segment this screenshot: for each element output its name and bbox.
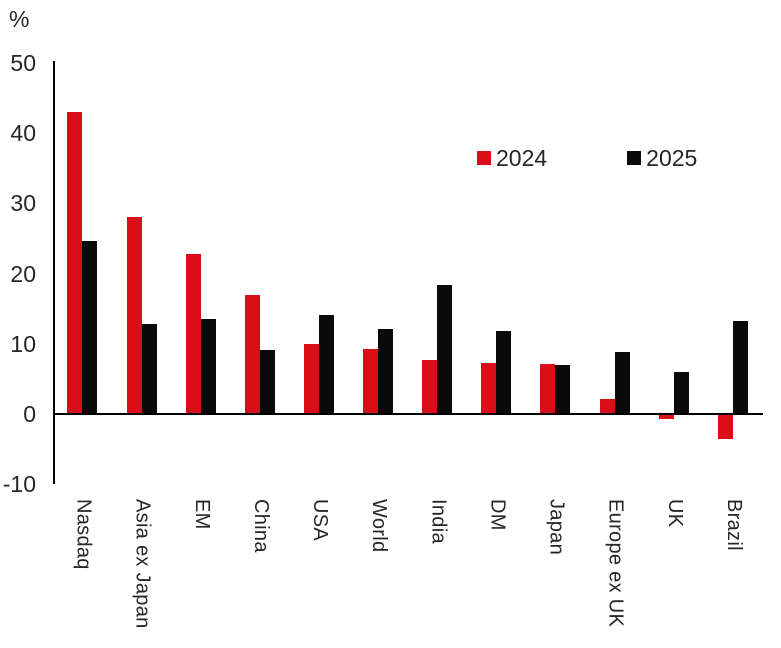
bar-asia-ex-japan-2024	[126, 217, 142, 414]
bar-usa-2025	[318, 315, 334, 414]
y-tick-label-30: 30	[10, 190, 36, 217]
bar-japan-2024	[540, 364, 556, 414]
legend-item-2024: 2024	[477, 145, 548, 171]
y-axis-unit-label: %	[9, 6, 30, 32]
legend-label-2024: 2024	[496, 145, 548, 171]
legend: 2024 2025	[477, 145, 698, 171]
x-axis-zero-line	[53, 413, 764, 415]
x-axis-label-asia-ex-japan: Asia ex Japan	[131, 499, 154, 629]
bar-dm-2024	[481, 362, 497, 414]
bar-nasdaq-2024	[67, 112, 83, 414]
bar-japan-2025	[555, 364, 571, 414]
legend-label-2025: 2025	[646, 145, 698, 171]
y-tick-label-20: 20	[10, 260, 36, 287]
x-axis-label-india: India	[427, 499, 450, 544]
x-axis-label-usa: USA	[309, 499, 331, 542]
bar-europe-ex-uk-2025	[614, 352, 630, 414]
x-axis-label-world: World	[368, 499, 391, 553]
x-axis-label-dm: DM	[486, 499, 509, 531]
bar-china-2025	[259, 350, 275, 414]
y-tick-label-10: 10	[10, 330, 36, 357]
legend-swatch-2024-icon	[477, 151, 491, 165]
x-axis-label-japan: Japan	[545, 499, 568, 555]
bar-india-2025	[437, 284, 453, 414]
bar-nasdaq-2025	[82, 241, 98, 414]
x-axis-label-china: China	[249, 499, 272, 553]
bar-world-2024	[363, 348, 378, 414]
legend-swatch-2025-icon	[627, 151, 642, 165]
bar-uk-2025	[673, 371, 689, 414]
x-axis-label-uk: UK	[663, 499, 686, 528]
bar-world-2025	[378, 329, 393, 414]
bar-brazil-2024	[717, 414, 733, 439]
bar-asia-ex-japan-2025	[141, 324, 157, 414]
bar-europe-ex-uk-2024	[599, 399, 615, 414]
y-tick-label-0: 0	[23, 401, 36, 427]
bar-em-2025	[200, 319, 216, 414]
legend-item-2025: 2025	[627, 145, 698, 171]
bar-china-2024	[244, 295, 260, 414]
x-axis-label-brazil: Brazil	[722, 499, 745, 551]
x-axis-label-em: EM	[190, 499, 213, 530]
bar-em-2024	[185, 253, 201, 414]
y-tick-label-50: 50	[10, 50, 36, 76]
bar-brazil-2025	[732, 320, 748, 414]
bar-uk-2024	[658, 414, 674, 419]
bar-india-2024	[422, 359, 438, 414]
x-axis-label-europe-ex-uk: Europe ex UK	[604, 499, 627, 628]
x-axis-label-nasdaq: Nasdaq	[72, 499, 95, 570]
bar-dm-2025	[496, 330, 512, 414]
y-tick-label-40: 40	[10, 120, 36, 147]
y-tick-label--10: -10	[2, 471, 36, 498]
bar-usa-2024	[303, 343, 319, 414]
y-axis-line	[53, 61, 55, 484]
